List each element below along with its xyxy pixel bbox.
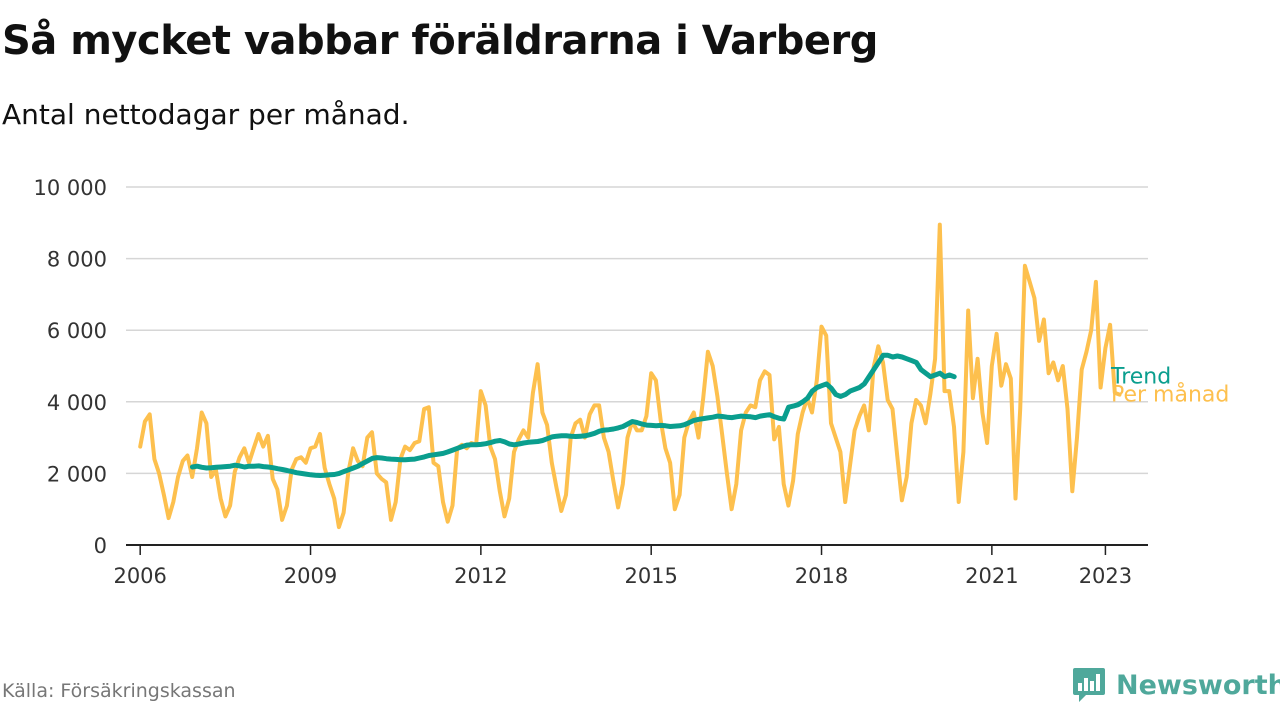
x-tick-label: 2021 — [965, 564, 1018, 588]
y-tick-label: 0 — [94, 534, 107, 558]
y-tick-label: 6 000 — [47, 319, 107, 343]
y-tick-label: 8 000 — [47, 248, 107, 272]
x-tick-label: 2018 — [795, 564, 848, 588]
brand-logo: Newsworthy — [1072, 666, 1280, 704]
source-note: Källa: Försäkringskassan — [2, 680, 236, 702]
x-tick-label: 2006 — [113, 564, 166, 588]
x-tick-label: 2023 — [1079, 564, 1132, 588]
x-tick-label: 2012 — [454, 564, 507, 588]
trend-series-line — [189, 352, 957, 478]
x-tick-label: 2015 — [624, 564, 677, 588]
monthly-series-line — [138, 222, 1122, 530]
chart-subtitle: Antal nettodagar per månad. — [2, 98, 410, 131]
trend-series-label: Trend — [1110, 365, 1171, 390]
y-tick-label: 2 000 — [47, 462, 107, 486]
x-tick-label: 2009 — [284, 564, 337, 588]
brand-name: Newsworthy — [1116, 669, 1280, 701]
bar-chart-speech-bubble-icon — [1073, 668, 1105, 702]
y-tick-label: 10 000 — [34, 176, 107, 200]
y-tick-label: 4 000 — [47, 391, 107, 415]
chart-title: Så mycket vabbar föräldrarna i Varberg — [2, 18, 878, 64]
monthly-series-label: Per månad — [1111, 382, 1229, 408]
